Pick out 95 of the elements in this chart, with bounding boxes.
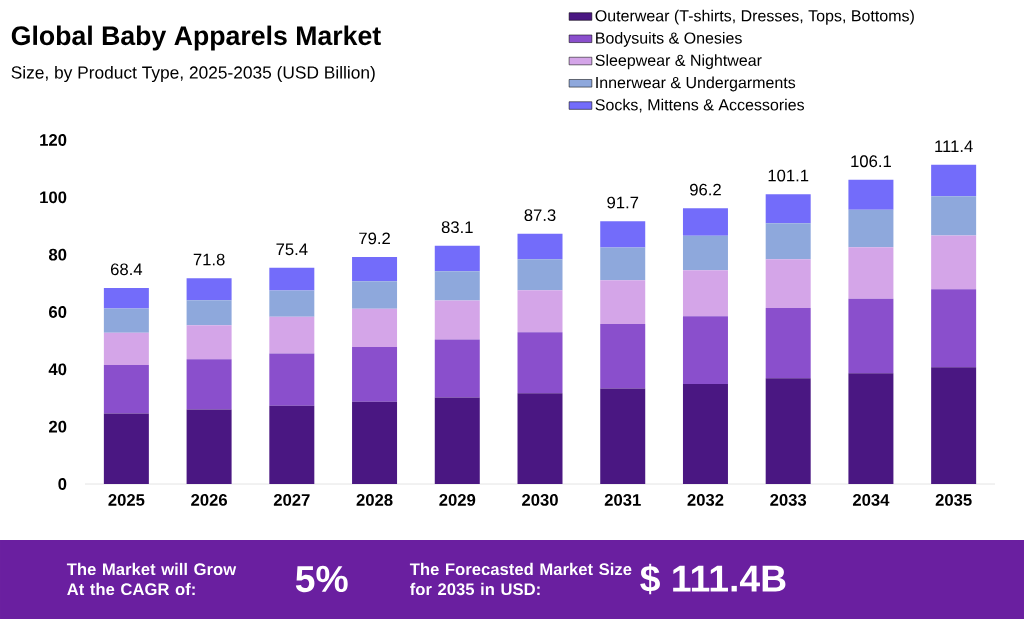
total-label: 87.3 bbox=[524, 209, 556, 222]
chart-subtitle: Size, by Product Type, 2025-2035 (USD Billion) bbox=[11, 65, 375, 83]
bar bbox=[931, 289, 977, 368]
bar bbox=[186, 278, 232, 301]
total-label: 79.2 bbox=[359, 232, 390, 245]
bar bbox=[517, 259, 563, 291]
bar bbox=[517, 393, 563, 484]
bar bbox=[517, 233, 563, 260]
bar bbox=[434, 300, 480, 340]
bar bbox=[269, 290, 315, 317]
total-label: 106.1 bbox=[851, 155, 891, 168]
bar bbox=[269, 353, 315, 406]
total-label: 111.4 bbox=[935, 140, 973, 152]
y-tick-label: 60 bbox=[49, 306, 67, 318]
bar bbox=[103, 308, 149, 333]
bar bbox=[600, 247, 646, 281]
bar bbox=[765, 378, 811, 484]
x-tick-label: 2034 bbox=[852, 494, 890, 506]
bar bbox=[434, 397, 480, 484]
legend-label: Socks, Mittens & Accessories bbox=[595, 98, 805, 113]
bar bbox=[186, 409, 232, 484]
legend-label: Outerwear (T-shirts, Dresses, Tops, Bottoms) bbox=[595, 9, 914, 25]
bar bbox=[848, 247, 894, 299]
legend-label: Bodysuits & Onesies bbox=[596, 31, 742, 47]
bar bbox=[765, 307, 811, 379]
total-label: 101.1 bbox=[768, 169, 809, 182]
y-tick-label: 40 bbox=[48, 363, 67, 376]
bar bbox=[682, 270, 728, 317]
text: The Forecasted Market Size for 2035 in USD: bbox=[409, 562, 632, 596]
x-tick-label: 2035 bbox=[935, 494, 972, 506]
x-tick-label: 2033 bbox=[770, 494, 807, 506]
bar bbox=[434, 339, 480, 398]
chart-title: Global Baby Apparels Market bbox=[11, 25, 381, 51]
text: 5% bbox=[295, 565, 348, 593]
text: The Market will Grow At the CAGR of: bbox=[66, 562, 237, 596]
bar bbox=[269, 405, 315, 484]
total-label: 75.4 bbox=[276, 243, 308, 256]
bar bbox=[517, 290, 563, 333]
x-tick-label: 2027 bbox=[273, 494, 310, 506]
bar bbox=[600, 221, 646, 248]
bar bbox=[269, 267, 315, 291]
bar bbox=[931, 235, 977, 290]
legend-label: Sleepwear & Nightwear bbox=[595, 54, 762, 70]
bar bbox=[848, 373, 894, 484]
x-tick-label: 2029 bbox=[439, 494, 476, 506]
bar bbox=[600, 388, 646, 484]
bar bbox=[352, 346, 398, 402]
bar bbox=[931, 367, 977, 484]
y-tick-label: 80 bbox=[48, 248, 67, 261]
bar bbox=[682, 383, 728, 484]
x-tick-label: 2031 bbox=[604, 494, 641, 506]
total-label: 83.1 bbox=[441, 221, 473, 234]
x-tick-label: 2025 bbox=[108, 494, 145, 506]
y-tick-label: 20 bbox=[49, 420, 67, 433]
bar bbox=[765, 223, 811, 260]
bar bbox=[517, 332, 563, 394]
bar bbox=[848, 298, 894, 374]
legend-label: Innerwear & Undergarments bbox=[596, 76, 796, 92]
x-tick-label: 2030 bbox=[522, 494, 558, 506]
text: $ 111.4B bbox=[640, 563, 786, 595]
y-tick-label: 100 bbox=[40, 191, 67, 204]
bar bbox=[186, 325, 232, 360]
bar bbox=[600, 280, 646, 325]
bar bbox=[682, 208, 728, 236]
bar bbox=[765, 194, 811, 224]
bar bbox=[103, 332, 149, 366]
bar bbox=[352, 281, 398, 309]
bar bbox=[682, 316, 728, 384]
bar bbox=[765, 259, 811, 308]
total-label: 68.4 bbox=[110, 263, 143, 276]
x-tick-label: 2028 bbox=[356, 494, 393, 506]
bar bbox=[103, 365, 149, 414]
bar bbox=[434, 271, 480, 301]
bar bbox=[352, 256, 398, 282]
bar bbox=[352, 308, 398, 347]
bar bbox=[434, 245, 480, 272]
total-label: 91.7 bbox=[607, 196, 639, 209]
y-tick-label: 120 bbox=[40, 134, 67, 146]
bar bbox=[931, 164, 977, 197]
total-label: 71.8 bbox=[193, 253, 225, 266]
x-tick-label: 2032 bbox=[687, 494, 724, 506]
bar bbox=[682, 235, 728, 271]
bar bbox=[600, 324, 646, 389]
bar bbox=[848, 179, 894, 210]
bar bbox=[848, 209, 894, 248]
bar bbox=[103, 413, 149, 484]
bar bbox=[186, 300, 232, 326]
bar bbox=[931, 196, 977, 236]
bar bbox=[103, 287, 149, 309]
total-label: 96.2 bbox=[690, 183, 721, 196]
bar bbox=[269, 316, 315, 354]
bar bbox=[186, 359, 232, 410]
x-tick-label: 2026 bbox=[191, 494, 228, 506]
bar bbox=[352, 401, 398, 484]
y-tick-label: 0 bbox=[58, 478, 67, 490]
